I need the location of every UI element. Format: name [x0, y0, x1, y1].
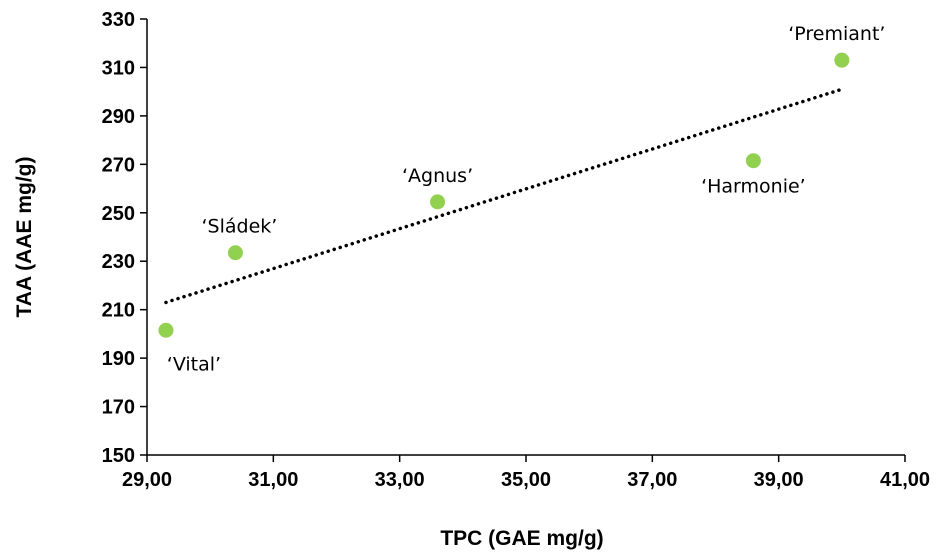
data-point	[227, 245, 243, 261]
tick-labels: 150 170 190 210 230 250 270 290 310 330 29,00 31,00…	[102, 9, 930, 491]
data-point	[834, 52, 850, 68]
tick-marks	[140, 18, 906, 462]
y-tick-label: 230	[102, 251, 135, 273]
x-axis-title: TPC (GAE mg/g)	[440, 527, 603, 550]
x-tick-label: 35,00	[501, 469, 551, 491]
x-tick-label: 37,00	[627, 469, 677, 491]
x-tick-label: 33,00	[375, 469, 425, 491]
x-tick-label: 41,00	[880, 469, 930, 491]
y-tick-label: 250	[102, 203, 135, 225]
point-labels: ‘Vital’ ‘Sládek’ ‘Agnus’ ‘Harmonie’ ‘Premian…	[167, 23, 886, 375]
data-point	[430, 194, 446, 210]
data-point-label: ‘Sládek’	[202, 216, 278, 238]
y-tick-label: 310	[102, 57, 135, 79]
data-point-label: ‘Vital’	[167, 353, 221, 375]
y-tick-label: 330	[102, 9, 135, 31]
data-point	[745, 153, 761, 169]
x-tick-label: 29,00	[122, 469, 172, 491]
y-tick-label: 270	[102, 154, 135, 176]
y-tick-label: 150	[102, 445, 135, 467]
data-point-label: ‘Premiant’	[788, 23, 885, 45]
y-axis-title: TAA (AAE mg/g)	[13, 157, 36, 318]
y-tick-label: 210	[102, 300, 135, 322]
data-point	[158, 322, 174, 338]
data-point-label: ‘Harmonie’	[701, 176, 806, 198]
y-tick-label: 290	[102, 106, 135, 128]
x-tick-label: 31,00	[248, 469, 298, 491]
trendline	[164, 87, 844, 305]
trendline-group	[164, 87, 844, 305]
y-tick-label: 170	[102, 397, 135, 419]
data-point-label: ‘Agnus’	[402, 165, 473, 187]
data-points	[158, 52, 850, 338]
x-tick-label: 39,00	[754, 469, 804, 491]
y-tick-label: 190	[102, 348, 135, 370]
